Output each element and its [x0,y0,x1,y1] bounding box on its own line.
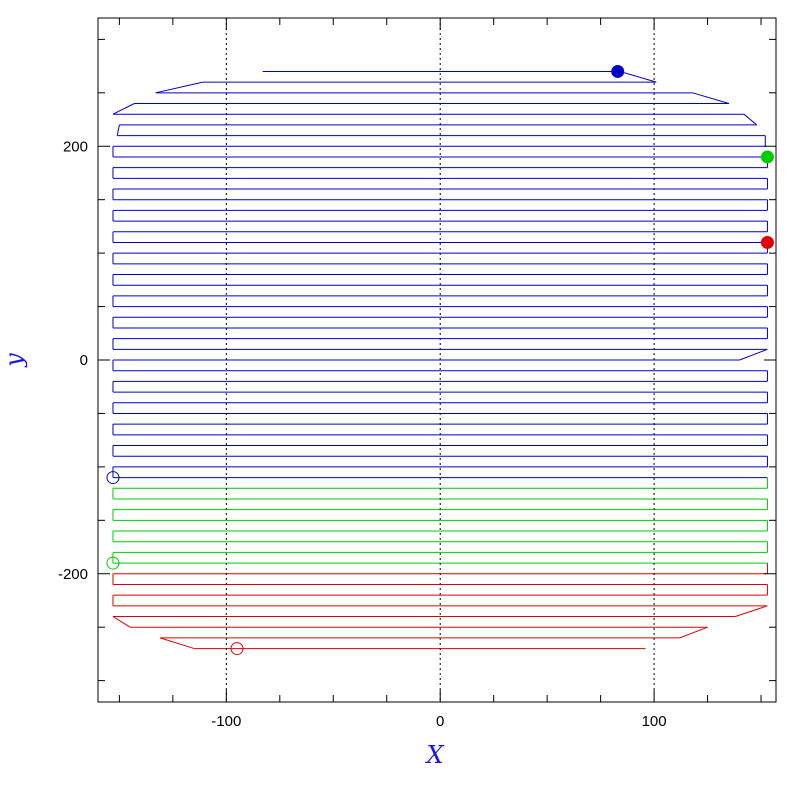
reference-lines [225,18,655,702]
x-tick-label: 100 [642,713,667,730]
scan-turn-blue [116,124,120,136]
x-tick-label: -100 [211,713,241,730]
series-2-end-marker [611,64,625,78]
scan-turn-red [159,637,195,650]
scan-turn-blue [692,92,730,104]
tick-labels: -100 0 100 -200 0 200 [58,138,667,730]
scan-turn-blue [619,70,657,83]
series-0-end-marker [760,235,774,249]
x-axis-label: X [424,741,444,769]
series-0-start-marker [230,642,244,656]
scan-turn-blue [739,348,768,361]
scan-turn-blue [155,81,203,94]
series-1-end-marker [760,150,774,164]
scan-turn-red [112,616,131,628]
tick-marks [98,18,776,702]
y-tick-label: 0 [80,352,88,369]
y-axis-label: y [0,353,28,368]
scan-turn-red [735,605,768,617]
series-1-start-marker [106,556,120,570]
scan-turn-blue [112,103,135,115]
y-tick-label: -200 [58,566,88,583]
scan-turn-red [679,626,708,639]
y-tick-label: 200 [63,138,88,155]
scan-turn-blue [743,113,758,126]
x-tick-label: 0 [436,713,444,730]
series-2-start-marker [106,471,120,485]
